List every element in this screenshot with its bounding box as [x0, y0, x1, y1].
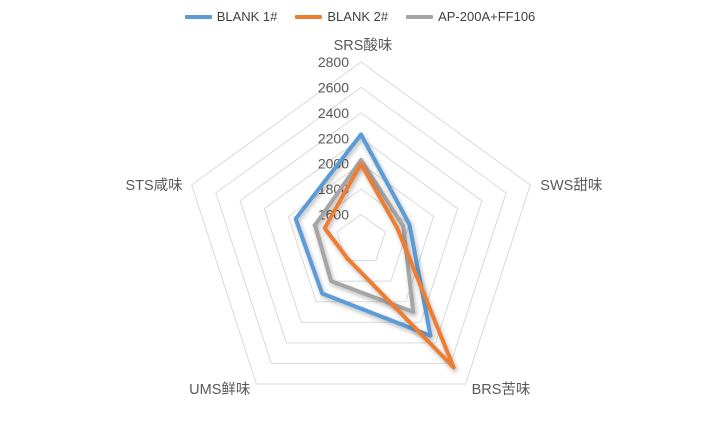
category-label-1: SWS甜味 [540, 177, 602, 194]
series-line-ap-200a-ff106[interactable] [313, 157, 416, 314]
legend-swatch-ap200a-ff106-icon [406, 14, 434, 19]
radar-series [293, 132, 456, 370]
tick-label-2800: 2800 [318, 54, 349, 70]
legend-label-blank-2: BLANK 2# [327, 9, 389, 24]
tick-label-2400: 2400 [318, 105, 349, 121]
category-label-0: SRS酸味 [334, 37, 393, 54]
chart-legend: BLANK 1# BLANK 2# AP-200A+FF106 [0, 9, 720, 24]
legend-item-blank-1[interactable]: BLANK 1# [184, 9, 278, 24]
legend-label-blank-1: BLANK 1# [216, 9, 278, 24]
series-line-blank-2-[interactable] [322, 161, 456, 370]
legend-item-ap200a-ff106[interactable]: AP-200A+FF106 [406, 9, 535, 24]
legend-swatch-blank-1-icon [184, 14, 212, 19]
series-line-blank-1-[interactable] [293, 132, 433, 338]
gridline-ring [215, 86, 507, 364]
legend-swatch-blank-2-icon [295, 14, 323, 19]
category-label-3: UMS鲜味 [189, 381, 250, 398]
category-label-2: BRS苦味 [472, 381, 531, 398]
category-label-4: STS咸味 [125, 177, 182, 194]
gridline-ring [239, 112, 483, 344]
tick-label-2600: 2600 [318, 79, 349, 95]
gridline-ring [263, 137, 459, 323]
gridline-ring [336, 213, 386, 262]
radar-gridlines [191, 61, 531, 385]
tick-label-2200: 2200 [318, 130, 349, 146]
gridline-ring [191, 61, 531, 385]
legend-item-blank-2[interactable]: BLANK 2# [295, 9, 388, 24]
legend-label-ap200a-ff106: AP-200A+FF106 [438, 9, 536, 24]
gridline-ring [287, 163, 435, 303]
category-axis-labels: SRS酸味 SWS甜味 BRS苦味 UMS鲜味 STS咸味 [125, 37, 602, 398]
